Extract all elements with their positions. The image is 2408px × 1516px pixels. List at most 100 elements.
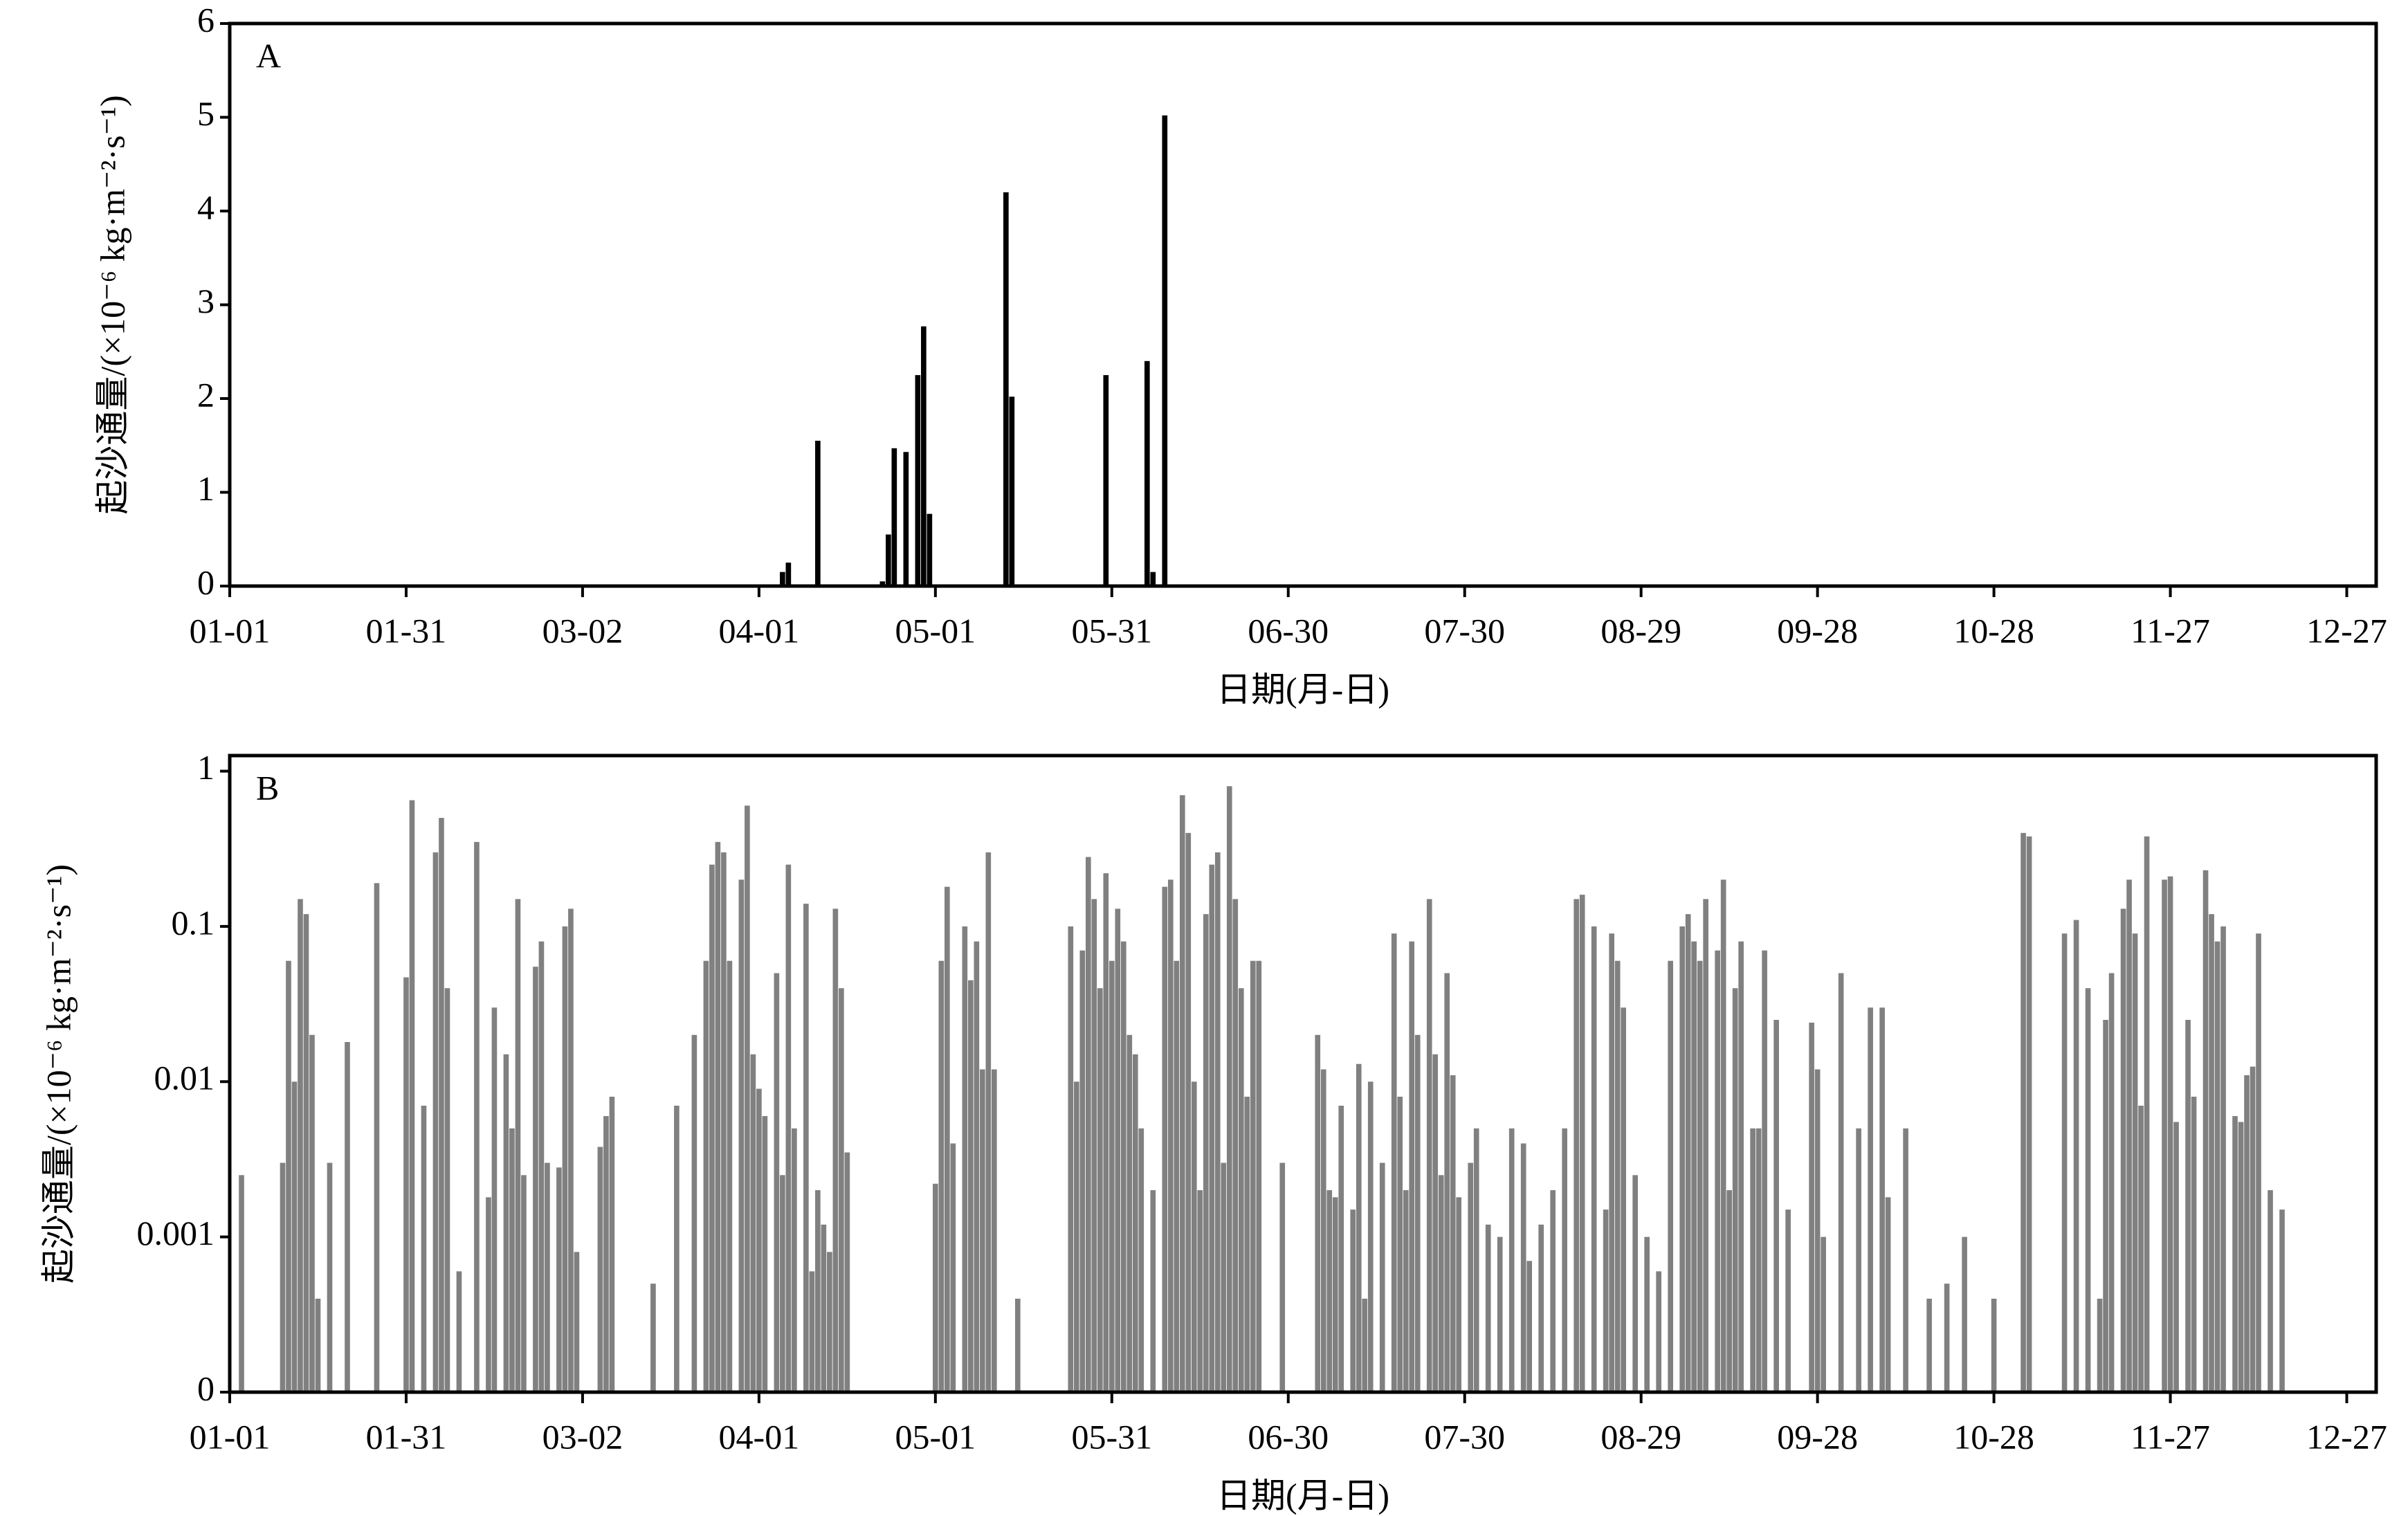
bar (303, 914, 309, 1392)
y-tick-label: 1 (197, 748, 215, 787)
bar (1132, 1054, 1138, 1392)
x-tick-label: 11-27 (2131, 1417, 2210, 1456)
bar (1732, 988, 1738, 1392)
bar (2144, 836, 2150, 1392)
bar (1726, 1190, 1732, 1392)
bar (562, 926, 568, 1392)
bar (2244, 1075, 2250, 1392)
bar (1609, 933, 1615, 1392)
bar (491, 1007, 498, 1392)
bar (1115, 908, 1121, 1392)
bar (756, 1088, 762, 1392)
bar (945, 886, 950, 1392)
bar (2185, 1019, 2191, 1392)
bar (2061, 933, 2068, 1392)
bar (1174, 960, 1180, 1392)
x-axis-title: 日期(月-日) (1216, 1476, 1389, 1515)
bar (1085, 857, 1091, 1392)
bar (1838, 973, 1844, 1392)
bar (1715, 950, 1720, 1392)
x-tick-label: 06-30 (1248, 1417, 1329, 1456)
x-tick-label: 10-28 (1953, 1417, 2034, 1456)
bar (603, 1116, 609, 1392)
bar (1127, 1034, 1133, 1392)
bar (1685, 914, 1691, 1392)
bar (1473, 1128, 1479, 1392)
bar (309, 1034, 315, 1392)
bar (1438, 1175, 1444, 1392)
bar (1614, 960, 1621, 1392)
bar (1209, 864, 1215, 1392)
bar (1426, 899, 1432, 1392)
bar (1644, 1236, 1650, 1392)
bar (1432, 1054, 1439, 1392)
bar (1409, 941, 1415, 1392)
x-tick-label: 07-30 (1424, 611, 1505, 650)
bar (1926, 1298, 1932, 1392)
plot-frame (228, 21, 2378, 588)
bar (1809, 1022, 1814, 1392)
bar (1785, 1209, 1791, 1392)
bar (1903, 1128, 1908, 1392)
y-tick-label: 3 (197, 282, 215, 320)
y-tick-label: 4 (197, 188, 215, 226)
x-tick-label: 01-01 (190, 611, 271, 650)
bar (650, 1284, 656, 1392)
bar (1574, 899, 1580, 1392)
x-tick-label: 08-29 (1600, 1417, 1681, 1456)
bar (1109, 960, 1115, 1392)
bar (1591, 926, 1597, 1392)
bar (991, 1069, 997, 1392)
bar (1103, 873, 1109, 1392)
bar (315, 1298, 321, 1392)
x-tick-label: 01-31 (366, 611, 447, 650)
bar (1162, 886, 1168, 1392)
bar (785, 563, 792, 586)
bar (486, 1197, 491, 1392)
bar (1603, 1209, 1609, 1392)
bar (432, 852, 439, 1392)
bar (1738, 941, 1744, 1392)
bar (962, 926, 968, 1392)
bar (1362, 1298, 1368, 1392)
x-tick-label: 01-01 (190, 1417, 271, 1456)
bar (832, 908, 839, 1392)
bar (1162, 115, 1168, 587)
bar (345, 1041, 350, 1392)
bar (1003, 192, 1009, 586)
bar (1697, 960, 1703, 1392)
x-tick-label: 05-01 (895, 611, 976, 650)
bar (1944, 1284, 1950, 1392)
bar (1068, 926, 1074, 1392)
bar (1821, 1236, 1826, 1392)
x-tick-label: 09-28 (1777, 1417, 1858, 1456)
bar (2220, 926, 2226, 1392)
bar (1579, 895, 1585, 1392)
bar (1097, 988, 1103, 1392)
bar (1814, 1069, 1821, 1392)
bar (1520, 1143, 1526, 1392)
bar (745, 805, 750, 1392)
bar (545, 1162, 550, 1392)
x-tick-label: 11-27 (2131, 611, 2210, 650)
bar (509, 1128, 515, 1392)
bar (785, 864, 792, 1392)
bar (2162, 879, 2167, 1392)
bar (1485, 1224, 1491, 1392)
bar (879, 581, 886, 586)
bar (2126, 879, 2132, 1392)
bar (2026, 836, 2032, 1392)
bar (1856, 1128, 1861, 1392)
bar (1203, 914, 1209, 1392)
bar (891, 448, 897, 586)
bar (1444, 973, 1450, 1392)
y-tick-label: 1 (197, 469, 215, 508)
bar (2103, 1019, 2108, 1392)
x-tick-label: 06-30 (1248, 611, 1329, 650)
x-tick-label: 10-28 (1953, 611, 2034, 650)
bar (1144, 360, 1150, 586)
bar (815, 440, 821, 586)
y-tick-label: 2 (197, 375, 215, 414)
bar (1256, 960, 1262, 1392)
bar (421, 1106, 427, 1392)
